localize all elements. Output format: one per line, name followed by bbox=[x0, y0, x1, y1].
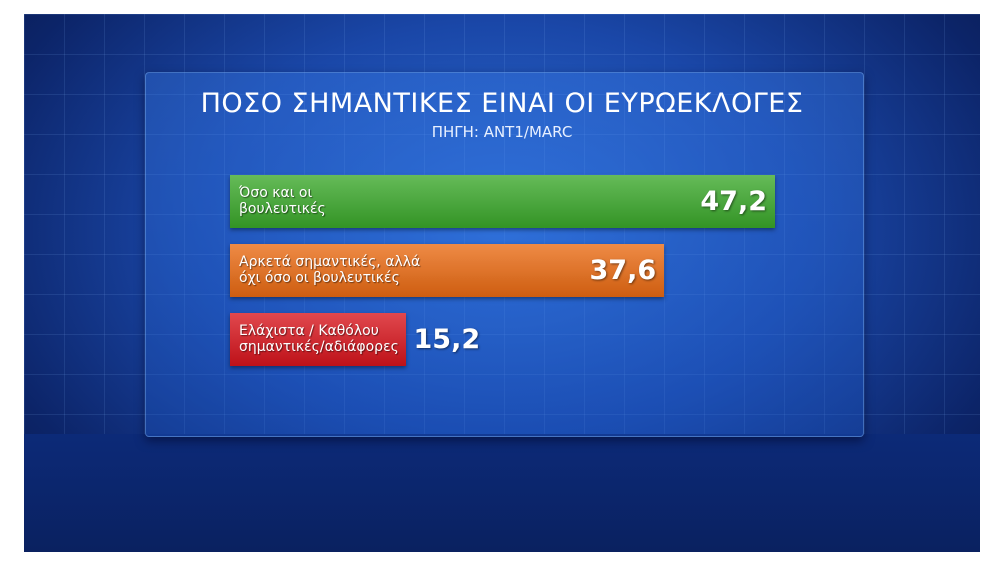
chart-subtitle: ΠΗΓΗ: ANT1/MARC bbox=[431, 123, 573, 141]
category-label: Όσο και οι βουλευτικές bbox=[239, 185, 326, 217]
value-label: 47,2 bbox=[700, 186, 767, 217]
floor bbox=[24, 434, 980, 552]
bar bbox=[230, 313, 406, 366]
category-label: Αρκετά σημαντικές, αλλά όχι όσο οι βουλε… bbox=[239, 254, 421, 286]
bar bbox=[230, 244, 665, 297]
bar bbox=[230, 175, 775, 228]
value-label: 15,2 bbox=[413, 324, 481, 355]
category-label: Ελάχιστα / Καθόλου σημαντικές/αδιάφορες bbox=[239, 323, 399, 355]
value-label: 37,6 bbox=[589, 255, 657, 286]
chart-title: ΠΟΣΟ ΣΗΜΑΝΤΙΚΕΣ ΕΙΝΑΙ ΟΙ ΕΥΡΩΕΚΛΟΓΕΣ bbox=[200, 88, 804, 119]
